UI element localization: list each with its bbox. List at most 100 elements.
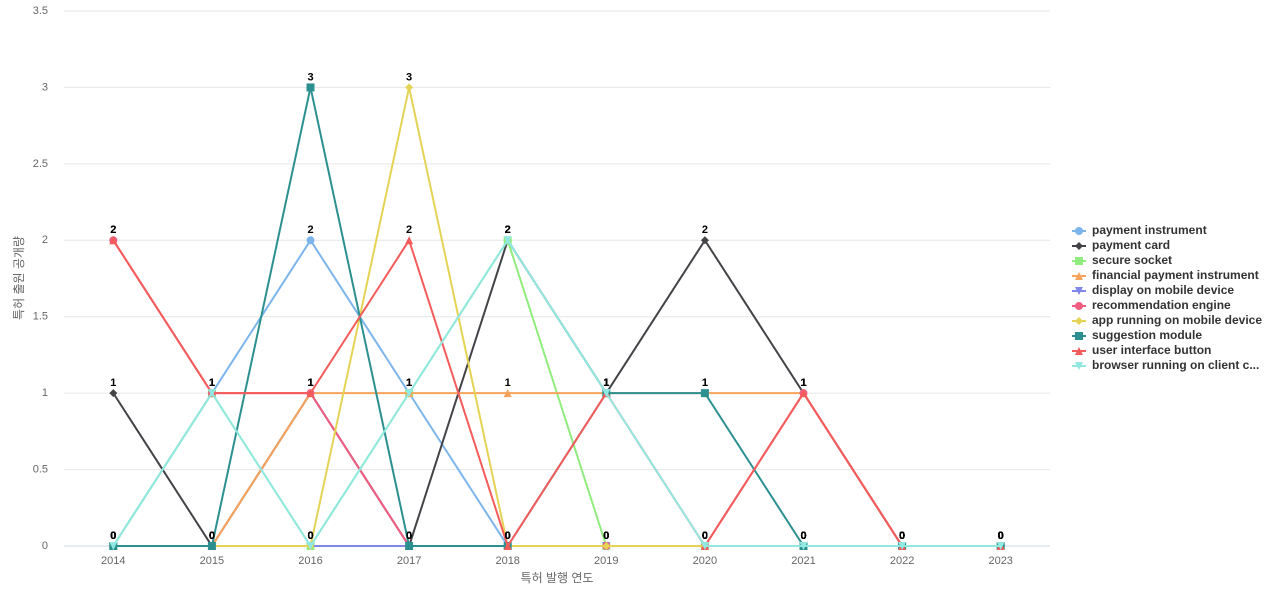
data-label: 1 [406,377,412,389]
legend-label[interactable]: user interface button [1092,343,1211,357]
data-label: 0 [110,530,116,542]
data-label: 0 [209,530,215,542]
point [799,542,808,550]
data-label: 0 [406,530,412,542]
data-label: 1 [603,377,609,389]
data-label: 0 [899,530,905,542]
data-label: 0 [899,530,905,542]
data-label: 0 [505,530,511,542]
data-label: 0 [998,530,1004,542]
data-label: 1 [702,377,708,389]
point [405,389,414,398]
data-label: 0 [702,530,708,542]
point [405,236,414,245]
point [996,542,1005,550]
data-label: 2 [505,224,511,236]
data-label: 0 [603,530,609,542]
data-label: 0 [603,530,609,542]
data-label: 1 [307,377,313,389]
y-tick-label: 1 [42,387,48,399]
y-tick-label: 2.5 [33,158,48,170]
data-label: 0 [307,530,313,542]
data-label: 1 [209,377,215,389]
data-label: 1 [800,377,806,389]
data-label: 0 [702,530,708,542]
x-tick-label: 2015 [200,555,224,567]
legend-label[interactable]: suggestion module [1092,328,1202,342]
x-axis-title: 특허 발행 연도 [521,570,594,585]
data-label: 0 [603,530,609,542]
data-label: 3 [406,71,412,83]
data-label: 0 [406,530,412,542]
legend-label[interactable]: display on mobile device [1092,283,1234,297]
data-label: 0 [899,530,905,542]
data-label: 0 [702,530,708,542]
y-tick-label: 1.5 [33,311,48,323]
data-label: 0 [899,530,905,542]
legend-label[interactable]: payment card [1092,238,1170,252]
data-label: 0 [899,530,905,542]
data-label: 2 [110,224,116,236]
data-label: 1 [406,377,412,389]
data-label: 0 [110,530,116,542]
legend-label[interactable]: financial payment instrument [1092,268,1259,282]
data-label: 0 [406,530,412,542]
point [306,542,315,550]
legend-label[interactable]: app running on mobile device [1092,313,1262,327]
data-label: 0 [209,530,215,542]
data-label: 0 [505,530,511,542]
data-label: 0 [110,530,116,542]
point [503,236,512,245]
data-label: 0 [110,530,116,542]
data-label: 0 [505,530,511,542]
data-label: 1 [603,377,609,389]
point [405,542,414,550]
data-label: 1 [800,377,806,389]
data-label: 0 [800,530,806,542]
data-label: 0 [800,530,806,542]
data-label: 1 [209,377,215,389]
point [700,542,709,550]
legend-label[interactable]: secure socket [1092,253,1172,267]
point [602,389,611,398]
data-label: 0 [702,530,708,542]
data-label: 0 [800,530,806,542]
point [700,389,709,398]
data-label: 2 [505,224,511,236]
data-label: 0 [110,530,116,542]
legend-label[interactable]: recommendation engine [1092,298,1231,312]
legend-label[interactable]: browser running on client c... [1092,358,1259,372]
data-label: 0 [998,530,1004,542]
point [109,236,118,245]
x-tick-label: 2019 [594,555,618,567]
y-tick-label: 3 [42,81,48,93]
y-axis-title: 특허 출원 공개량 [12,236,26,320]
data-label: 1 [209,377,215,389]
data-label: 1 [307,377,313,389]
y-tick-label: 3.5 [33,5,48,17]
data-label: 0 [110,530,116,542]
data-label: 0 [505,530,511,542]
data-label: 2 [307,224,313,236]
data-label: 0 [998,530,1004,542]
x-tick-label: 2020 [693,555,717,567]
legend-marker [1075,242,1083,250]
legend-marker [1075,227,1083,235]
data-label: 3 [307,71,313,83]
data-label: 1 [603,377,609,389]
data-label: 1 [406,377,412,389]
point [700,236,709,245]
data-label: 0 [209,530,215,542]
legend-marker [1075,302,1083,310]
data-label: 0 [998,530,1004,542]
point [207,542,216,550]
legend-label[interactable]: payment instrument [1092,223,1207,237]
data-label: 0 [505,530,511,542]
data-label: 1 [800,377,806,389]
data-label: 0 [800,530,806,542]
data-label: 0 [209,530,215,542]
point [306,389,315,398]
data-label: 2 [406,224,412,236]
point [602,542,611,550]
data-label: 0 [505,530,511,542]
